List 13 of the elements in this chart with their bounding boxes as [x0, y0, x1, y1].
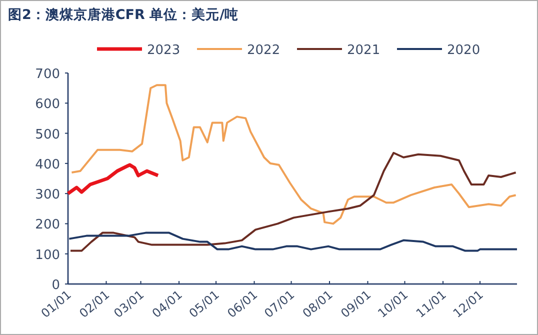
- legend-label: 2022: [247, 43, 280, 58]
- y-tick-label: 300: [35, 188, 60, 203]
- y-tick-label: 0: [52, 278, 60, 293]
- y-tick-label: 500: [35, 127, 60, 142]
- y-tick-label: 600: [35, 97, 60, 112]
- y-tick-label: 200: [35, 218, 60, 233]
- y-tick-label: 100: [35, 248, 60, 263]
- legend-label: 2020: [447, 43, 480, 58]
- chart-title: 图2：澳煤京唐港CFR 单位：美元/吨: [8, 6, 239, 23]
- y-tick-label: 400: [35, 157, 60, 172]
- y-tick-label: 700: [35, 67, 60, 82]
- legend-label: 2023: [147, 43, 180, 58]
- legend-label: 2021: [347, 43, 380, 58]
